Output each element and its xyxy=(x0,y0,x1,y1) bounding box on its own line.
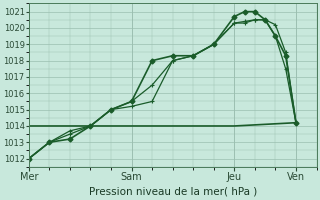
X-axis label: Pression niveau de la mer( hPa ): Pression niveau de la mer( hPa ) xyxy=(89,187,257,197)
